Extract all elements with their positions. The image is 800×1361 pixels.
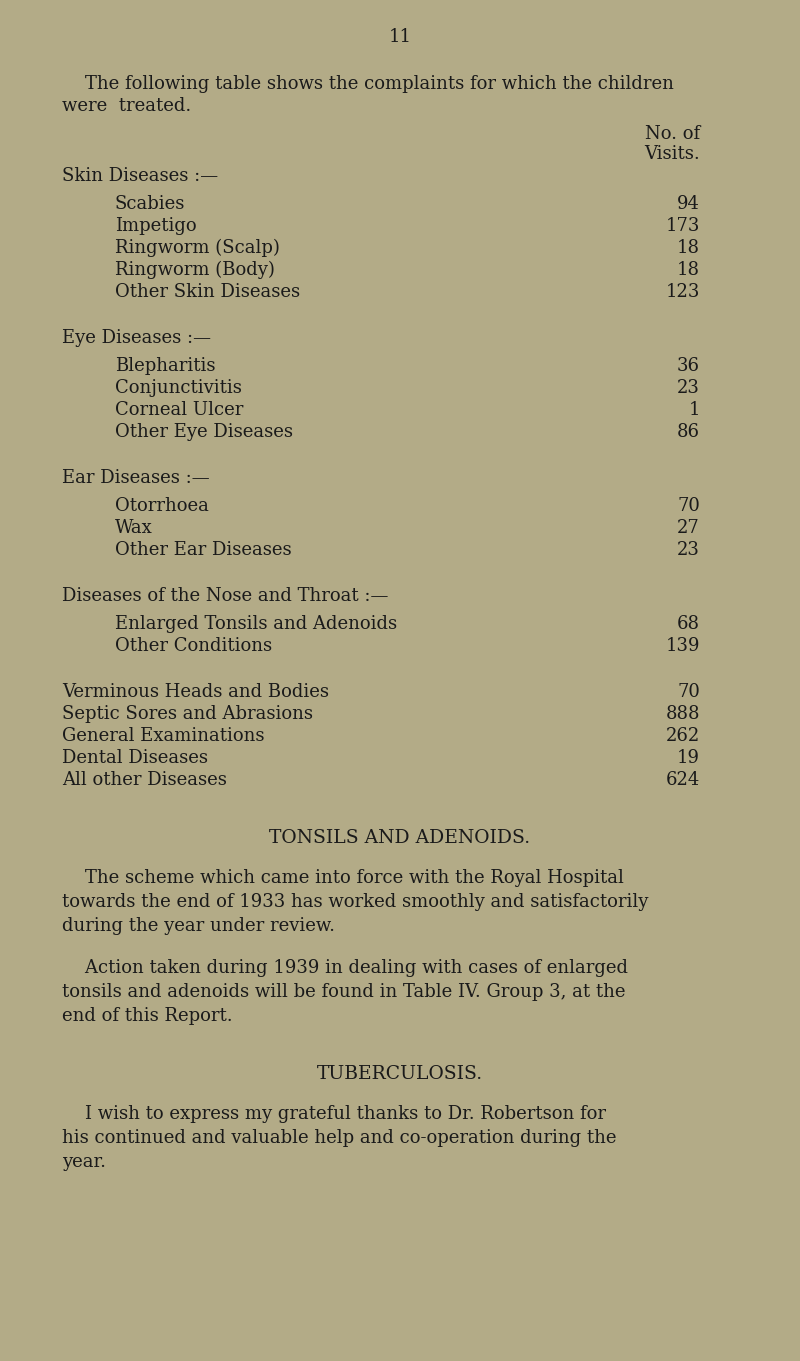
Text: 68: 68 — [677, 615, 700, 633]
Text: Eye Diseases :—: Eye Diseases :— — [62, 329, 211, 347]
Text: I wish to express my grateful thanks to Dr. Robertson for: I wish to express my grateful thanks to … — [62, 1105, 606, 1123]
Text: 18: 18 — [677, 261, 700, 279]
Text: were  treated.: were treated. — [62, 97, 191, 114]
Text: Other Ear Diseases: Other Ear Diseases — [115, 542, 292, 559]
Text: Skin Diseases :—: Skin Diseases :— — [62, 167, 218, 185]
Text: Ear Diseases :—: Ear Diseases :— — [62, 470, 210, 487]
Text: 173: 173 — [666, 216, 700, 235]
Text: 11: 11 — [389, 29, 411, 46]
Text: Enlarged Tonsils and Adenoids: Enlarged Tonsils and Adenoids — [115, 615, 397, 633]
Text: 27: 27 — [678, 519, 700, 538]
Text: 23: 23 — [677, 378, 700, 397]
Text: Visits.: Visits. — [644, 146, 700, 163]
Text: Conjunctivitis: Conjunctivitis — [115, 378, 242, 397]
Text: 139: 139 — [666, 637, 700, 655]
Text: 94: 94 — [677, 195, 700, 214]
Text: Corneal Ulcer: Corneal Ulcer — [115, 401, 243, 419]
Text: during the year under review.: during the year under review. — [62, 917, 335, 935]
Text: Ringworm (Body): Ringworm (Body) — [115, 261, 275, 279]
Text: 70: 70 — [677, 497, 700, 514]
Text: TUBERCULOSIS.: TUBERCULOSIS. — [317, 1066, 483, 1083]
Text: Ringworm (Scalp): Ringworm (Scalp) — [115, 240, 280, 257]
Text: 1: 1 — [689, 401, 700, 419]
Text: Verminous Heads and Bodies: Verminous Heads and Bodies — [62, 683, 329, 701]
Text: TONSILS AND ADENOIDS.: TONSILS AND ADENOIDS. — [270, 829, 530, 847]
Text: year.: year. — [62, 1153, 106, 1170]
Text: The scheme which came into force with the Royal Hospital: The scheme which came into force with th… — [62, 870, 624, 887]
Text: General Examinations: General Examinations — [62, 727, 265, 744]
Text: Blepharitis: Blepharitis — [115, 357, 215, 376]
Text: Otorrhoea: Otorrhoea — [115, 497, 209, 514]
Text: 19: 19 — [677, 749, 700, 768]
Text: 23: 23 — [677, 542, 700, 559]
Text: Action taken during 1939 in dealing with cases of enlarged: Action taken during 1939 in dealing with… — [62, 960, 628, 977]
Text: 262: 262 — [666, 727, 700, 744]
Text: 123: 123 — [666, 283, 700, 301]
Text: Septic Sores and Abrasions: Septic Sores and Abrasions — [62, 705, 313, 723]
Text: 86: 86 — [677, 423, 700, 441]
Text: 624: 624 — [666, 770, 700, 789]
Text: Wax: Wax — [115, 519, 153, 538]
Text: All other Diseases: All other Diseases — [62, 770, 227, 789]
Text: Other Conditions: Other Conditions — [115, 637, 272, 655]
Text: 888: 888 — [666, 705, 700, 723]
Text: 70: 70 — [677, 683, 700, 701]
Text: Diseases of the Nose and Throat :—: Diseases of the Nose and Throat :— — [62, 587, 388, 606]
Text: Other Eye Diseases: Other Eye Diseases — [115, 423, 293, 441]
Text: No. of: No. of — [645, 125, 700, 143]
Text: 18: 18 — [677, 240, 700, 257]
Text: Dental Diseases: Dental Diseases — [62, 749, 208, 768]
Text: Scabies: Scabies — [115, 195, 186, 214]
Text: 36: 36 — [677, 357, 700, 376]
Text: towards the end of 1933 has worked smoothly and satisfactorily: towards the end of 1933 has worked smoot… — [62, 893, 648, 911]
Text: tonsils and adenoids will be found in Table IV. Group 3, at the: tonsils and adenoids will be found in Ta… — [62, 983, 626, 1000]
Text: Other Skin Diseases: Other Skin Diseases — [115, 283, 300, 301]
Text: Impetigo: Impetigo — [115, 216, 197, 235]
Text: his continued and valuable help and co-operation during the: his continued and valuable help and co-o… — [62, 1130, 617, 1147]
Text: The following table shows the complaints for which the children: The following table shows the complaints… — [62, 75, 674, 93]
Text: end of this Report.: end of this Report. — [62, 1007, 233, 1025]
